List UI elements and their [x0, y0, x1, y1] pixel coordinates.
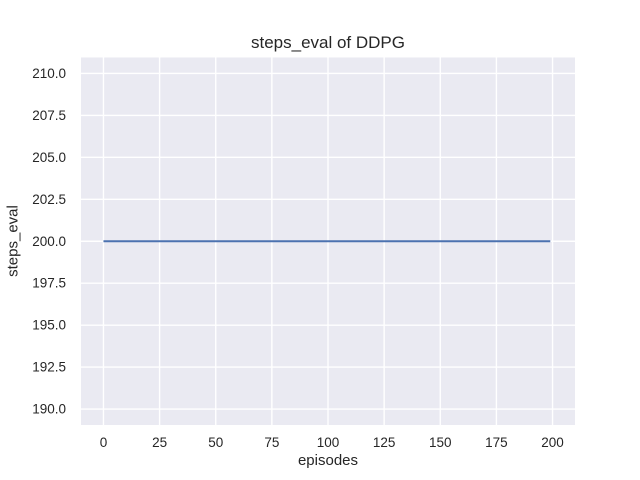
x-tick-label-125: 125 — [373, 435, 396, 450]
x-axis-label: episodes — [297, 452, 359, 469]
x-tick-label-75: 75 — [264, 435, 279, 450]
x-tick-label-50: 50 — [208, 435, 223, 450]
x-tick-label-150: 150 — [429, 435, 452, 450]
chart-title: steps_eval of DDPG — [250, 33, 405, 52]
y-tick-label-202.5: 202.5 — [32, 192, 66, 207]
x-tick-label-25: 25 — [152, 435, 167, 450]
x-tick-label-0: 0 — [100, 435, 108, 450]
x-tick-label-200: 200 — [541, 435, 564, 450]
x-tick-label-175: 175 — [485, 435, 508, 450]
y-tick-label-192.5: 192.5 — [32, 360, 66, 375]
y-tick-label-197.5: 197.5 — [32, 276, 66, 291]
y-tick-label-195.0: 195.0 — [32, 318, 66, 333]
y-tick-label-207.5: 207.5 — [32, 108, 66, 123]
x-tick-label-100: 100 — [317, 435, 340, 450]
y-axis-label: steps_eval — [4, 205, 22, 277]
y-tick-label-210.0: 210.0 — [32, 66, 66, 81]
y-tick-label-205.0: 205.0 — [32, 150, 66, 165]
y-tick-label-190.0: 190.0 — [32, 402, 66, 417]
y-tick-label-200.0: 200.0 — [32, 234, 66, 249]
